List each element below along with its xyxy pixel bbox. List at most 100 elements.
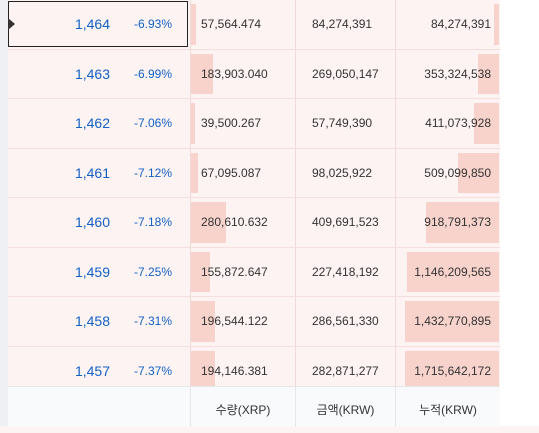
volume-value: 280,610.632	[201, 215, 268, 230]
cumulative-cell: 84,274,391	[395, 0, 501, 49]
cumulative-value: 1,146,209,565	[414, 264, 491, 279]
cumulative-value: 918,791,373	[424, 215, 491, 230]
cumulative-cell: 1,715,642,172	[395, 346, 501, 395]
volume-cell: 280,610.632	[190, 198, 296, 247]
change-percent: -7.31%	[133, 314, 172, 329]
volume-value: 183,903.040	[201, 66, 268, 81]
cumulative-bar	[473, 103, 499, 144]
cumulative-cell: 411,073,928	[395, 99, 501, 148]
orderbook-row[interactable]: 1,458 -7.31% 196,544.122 286,561,330 1,432,7…	[8, 297, 500, 347]
volume-cell: 194,146.381	[190, 346, 296, 395]
amount-cell: 227,418,192	[295, 247, 396, 296]
price-value: 1,462	[74, 115, 110, 132]
cumulative-value: 353,324,538	[424, 66, 491, 81]
volume-cell: 67,095.087	[190, 148, 296, 197]
price-value: 1,458	[74, 313, 110, 330]
price-cell[interactable]: 1,463 -6.99%	[8, 50, 190, 99]
cumulative-value: 509,099,850	[424, 165, 491, 180]
cumulative-bar	[458, 152, 499, 193]
left-edge-strip	[0, 0, 8, 426]
volume-cell: 155,872.647	[190, 247, 296, 296]
volume-value: 67,095.087	[201, 165, 262, 180]
amount-cell: 282,871,277	[295, 346, 396, 395]
price-value: 1,457	[74, 362, 110, 379]
cumulative-bar	[478, 53, 499, 94]
amount-column-header: 금액(KRW)	[295, 387, 395, 427]
right-edge-panel	[500, 0, 539, 426]
price-value: 1,459	[74, 263, 110, 280]
volume-cell: 39,500.267	[190, 99, 296, 148]
amount-cell: 57,749,390	[295, 99, 396, 148]
volume-value: 194,146.381	[201, 363, 268, 378]
volume-value: 155,872.647	[201, 264, 268, 279]
volume-bar	[191, 251, 210, 292]
volume-bar	[191, 350, 216, 391]
amount-value: 269,050,147	[312, 66, 379, 81]
price-cell[interactable]: 1,459 -7.25%	[8, 248, 190, 297]
price-cell[interactable]: 1,457 -7.37%	[8, 347, 190, 396]
price-value: 1,461	[74, 164, 110, 181]
amount-cell: 98,025,922	[295, 148, 396, 197]
amount-value: 286,561,330	[312, 314, 379, 329]
volume-value: 196,544.122	[201, 314, 268, 329]
change-percent: -7.18%	[133, 215, 172, 230]
cumulative-value: 411,073,928	[425, 116, 491, 131]
orderbook-row[interactable]: 1,461 -7.12% 67,095.087 98,025,922 509,099,8…	[8, 148, 500, 198]
change-percent: -6.99%	[133, 66, 172, 81]
amount-value: 227,418,192	[312, 264, 379, 279]
price-cell[interactable]: 1,458 -7.31%	[8, 297, 190, 346]
cumulative-cell: 353,324,538	[395, 49, 501, 98]
cumulative-value: 84,274,391	[430, 17, 491, 32]
cumulative-cell: 1,146,209,565	[395, 247, 501, 296]
orderbook-row[interactable]: 1,463 -6.99% 183,903.040 269,050,147 353,324…	[8, 49, 501, 99]
orderbook-row[interactable]: 1,464 -6.93% 57,564.474 84,274,391 84,274,39…	[8, 0, 500, 50]
cumulative-bar	[425, 202, 499, 243]
amount-value: 57,749,390	[312, 116, 373, 131]
price-value: 1,464	[74, 16, 110, 33]
amount-cell: 269,050,147	[295, 49, 396, 98]
volume-column-header: 수량(XRP)	[190, 387, 295, 427]
price-cell[interactable]: 1,460 -7.18%	[8, 198, 190, 247]
amount-value: 84,274,391	[312, 17, 373, 32]
orderbook-row[interactable]: 1,462 -7.06% 39,500.267 57,749,390 411,073,9…	[8, 99, 500, 149]
amount-cell: 286,561,330	[295, 297, 396, 346]
cumulative-bar	[406, 251, 499, 292]
cumulative-column-header: 누적(KRW)	[395, 387, 500, 427]
orderbook-row[interactable]: 1,459 -7.25% 155,872.647 227,418,192 1,146,2…	[8, 247, 501, 297]
cumulative-value: 1,715,642,172	[414, 363, 491, 378]
orderbook-rows: 1,464 -6.93% 57,564.474 84,274,391 84,274,39…	[8, 0, 500, 396]
price-cell[interactable]: 1,462 -7.06%	[8, 99, 190, 148]
amount-cell: 409,691,523	[295, 198, 396, 247]
change-percent: -7.25%	[133, 264, 172, 279]
amount-value: 98,025,922	[312, 165, 373, 180]
volume-value: 39,500.267	[201, 116, 262, 131]
change-percent: -7.37%	[133, 363, 172, 378]
price-value: 1,463	[74, 65, 110, 82]
volume-cell: 196,544.122	[190, 297, 296, 346]
cumulative-value: 1,432,770,895	[414, 314, 491, 329]
volume-bar	[191, 103, 196, 144]
volume-bar	[191, 301, 216, 342]
change-percent: -7.06%	[133, 116, 172, 131]
orderbook-row[interactable]: 1,457 -7.37% 194,146.381 282,871,277 1,715,6…	[8, 346, 501, 396]
change-percent: -7.12%	[133, 165, 172, 180]
volume-bar	[191, 4, 197, 45]
cumulative-cell: 918,791,373	[395, 198, 501, 247]
volume-bar	[191, 53, 214, 94]
cumulative-cell: 1,432,770,895	[395, 297, 501, 346]
change-percent: -6.93%	[133, 17, 172, 32]
orderbook-row[interactable]: 1,460 -7.18% 280,610.632 409,691,523 918,791…	[8, 198, 500, 248]
volume-value: 57,564.474	[201, 17, 262, 32]
volume-bar	[191, 152, 199, 193]
amount-value: 282,871,277	[312, 363, 379, 378]
cumulative-bar	[404, 301, 499, 342]
amount-cell: 84,274,391	[295, 0, 396, 49]
orderbook-footer: 수량(XRP) 금액(KRW) 누적(KRW)	[8, 386, 500, 427]
current-row-marker-icon	[8, 18, 15, 30]
amount-value: 409,691,523	[312, 215, 379, 230]
cumulative-bar	[404, 350, 499, 391]
price-cell[interactable]: 1,464 -6.93%	[8, 0, 190, 49]
price-cell[interactable]: 1,461 -7.12%	[8, 149, 190, 198]
volume-cell: 183,903.040	[190, 49, 296, 98]
price-value: 1,460	[74, 214, 110, 231]
